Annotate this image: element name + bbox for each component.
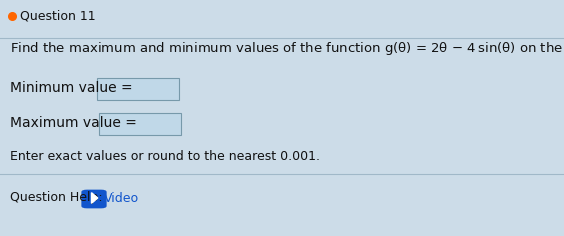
Text: Maximum value =: Maximum value = <box>10 116 141 130</box>
FancyBboxPatch shape <box>97 78 179 100</box>
Text: Video: Video <box>104 191 139 205</box>
Polygon shape <box>91 193 98 203</box>
FancyBboxPatch shape <box>99 113 181 135</box>
Text: Enter exact values or round to the nearest 0.001.: Enter exact values or round to the neare… <box>10 149 320 163</box>
Text: Find the maximum and minimum values of the function g(θ) = 2θ − 4 sin(θ) on the : Find the maximum and minimum values of t… <box>10 40 564 60</box>
Text: Question 11: Question 11 <box>20 9 96 22</box>
FancyBboxPatch shape <box>81 190 107 208</box>
Text: Question Help:: Question Help: <box>10 191 107 205</box>
Text: Minimum value =: Minimum value = <box>10 81 137 95</box>
